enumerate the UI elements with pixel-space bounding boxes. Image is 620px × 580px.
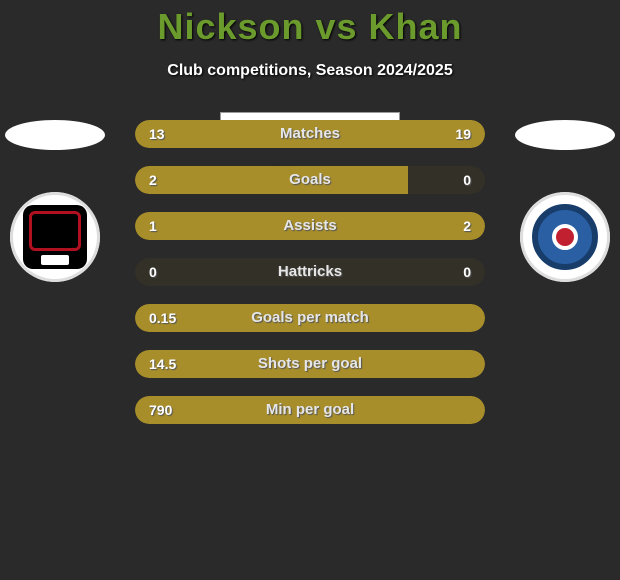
stat-value-right: 2 bbox=[463, 212, 471, 240]
stat-value-left: 2 bbox=[149, 166, 157, 194]
stat-bar: Goals per match0.15 bbox=[135, 304, 485, 332]
stat-label: Assists bbox=[135, 212, 485, 240]
stat-value-left: 1 bbox=[149, 212, 157, 240]
stat-label: Shots per goal bbox=[135, 350, 485, 378]
flag-right-icon bbox=[515, 120, 615, 150]
stat-value-left: 13 bbox=[149, 120, 165, 148]
stat-value-left: 0.15 bbox=[149, 304, 176, 332]
stat-bar: Hattricks0 0 bbox=[135, 258, 485, 286]
stat-bar: Goals2 0 bbox=[135, 166, 485, 194]
stat-bar: Assists1 2 bbox=[135, 212, 485, 240]
comparison-title: Nickson vs Khan bbox=[0, 0, 620, 48]
club-badge-left bbox=[10, 192, 100, 282]
club-left-column bbox=[0, 120, 110, 282]
stat-bar: Matches13 19 bbox=[135, 120, 485, 148]
stat-label: Goals bbox=[135, 166, 485, 194]
stat-bars-column: Matches1319Goals20Assists12Hattricks00Go… bbox=[135, 120, 485, 442]
jamshedpur-icon bbox=[532, 204, 598, 270]
stat-label: Min per goal bbox=[135, 396, 485, 424]
comparison-subtitle: Club competitions, Season 2024/2025 bbox=[0, 62, 620, 80]
stat-value-right: 0 bbox=[463, 258, 471, 286]
stat-value-left: 0 bbox=[149, 258, 157, 286]
stat-label: Matches bbox=[135, 120, 485, 148]
club-badge-right bbox=[520, 192, 610, 282]
club-right-column bbox=[510, 120, 620, 282]
stat-bar: Shots per goal14.5 bbox=[135, 350, 485, 378]
stat-label: Hattricks bbox=[135, 258, 485, 286]
stat-value-right: 0 bbox=[463, 166, 471, 194]
stat-value-left: 14.5 bbox=[149, 350, 176, 378]
northeast-united-icon bbox=[23, 205, 87, 269]
flag-left-icon bbox=[5, 120, 105, 150]
stat-bar: Min per goal790 bbox=[135, 396, 485, 424]
stat-label: Goals per match bbox=[135, 304, 485, 332]
stat-value-right: 19 bbox=[455, 120, 471, 148]
stat-value-left: 790 bbox=[149, 396, 172, 424]
